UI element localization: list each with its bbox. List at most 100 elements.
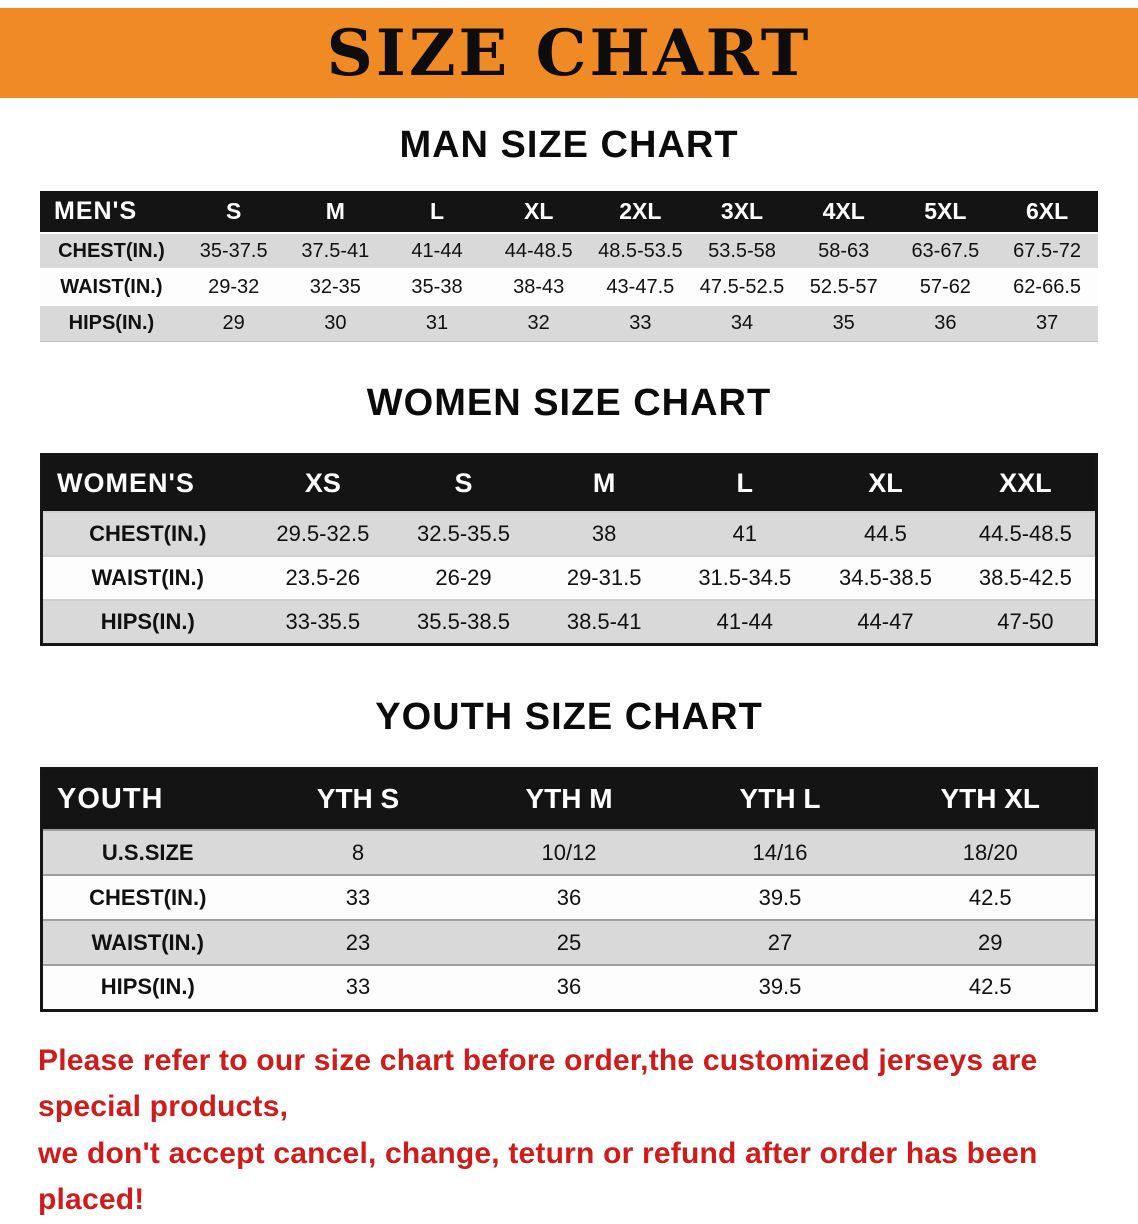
footer-note: Please refer to our size chart before or… [38,1038,1100,1224]
women-size-value: 38 [591,521,617,546]
women-size-value: 41-44 [716,608,773,634]
women-section-title: WOMEN SIZE CHART [366,381,772,424]
men-size-value: 62-66.5 [1013,275,1082,298]
men-size-value: 32 [527,311,550,334]
youth-row-label: WAIST(IN.) [91,929,204,955]
youth-size-value: 29 [978,929,1003,955]
women-size-value: 47-50 [997,608,1054,634]
men-size-value: 58-63 [818,239,870,262]
men-column-header: 4XL [792,191,895,233]
women-size-section: WOMEN SIZE CHART WOMEN'S XS S M L XL XXL CHEST(… [0,382,1138,646]
youth-column-header: YTH XL [885,768,1097,830]
women-size-value: 26-29 [435,565,492,590]
women-row-label: HIPS(IN.) [100,608,195,634]
women-size-value: 33-35.5 [285,608,361,634]
youth-column-header: YTH M [463,768,675,830]
youth-row-label: CHEST(IN.) [89,884,207,910]
men-size-value: 35-37.5 [199,239,268,262]
women-row-label: CHEST(IN.) [89,521,207,546]
women-column-header: M [533,454,675,512]
men-table-row: WAIST(IN.) 29-32 32-35 35-38 38-43 43-47.5 47.… [40,269,1098,305]
men-size-value: 29-32 [208,275,260,298]
women-size-value: 44-47 [857,608,914,634]
women-column-header: L [674,454,816,512]
youth-size-value: 33 [345,974,371,1000]
women-table-row: WAIST(IN.) 23.5-26 26-29 29-31.5 31.5-34.5 34… [41,556,1097,600]
men-column-header: 3XL [691,191,793,233]
men-size-value: 63-67.5 [911,239,980,262]
youth-size-value: 36 [556,884,582,910]
men-size-value: 29 [222,311,245,334]
men-size-value: 33 [629,311,652,334]
men-column-header: XL [487,191,590,233]
men-size-value: 35-38 [411,275,463,298]
youth-size-value: 42.5 [968,884,1012,910]
men-size-value: 48.5-53.5 [598,239,683,262]
women-size-value: 23.5-26 [285,565,361,590]
men-column-header: 2XL [589,191,692,233]
youth-column-header: YTH S [252,768,464,830]
men-table-row: HIPS(IN.) 29 30 31 32 33 34 35 36 37 [40,305,1098,341]
men-size-value: 38-43 [513,275,565,298]
youth-table-row: CHEST(IN.) 33 36 39.5 42.5 [41,875,1097,920]
youth-header-row: YOUTH YTH S YTH M YTH L YTH XL [41,768,1097,830]
women-column-header: XL [815,454,956,512]
youth-size-value: 18/20 [962,839,1018,865]
youth-row-label: U.S.SIZE [101,839,194,865]
men-size-table: MEN'S S M L XL 2XL 3XL 4XL 5XL 6XL CHEST(IN.) 35-37… [40,191,1098,342]
men-size-section: MAN SIZE CHART MEN'S S M L XL 2XL 3XL 4XL 5XL 6XL… [0,124,1138,342]
youth-size-value: 39.5 [758,884,802,910]
men-header-row: MEN'S S M L XL 2XL 3XL 4XL 5XL 6XL [40,191,1098,233]
youth-size-value: 23 [345,929,371,955]
women-size-value: 38.5-41 [566,608,642,634]
men-column-header: S [182,191,285,233]
youth-table-row: WAIST(IN.) 23 25 27 29 [41,920,1097,965]
men-size-value: 30 [324,311,347,334]
women-size-value: 34.5-38.5 [838,565,932,590]
men-size-value: 67.5-72 [1013,239,1082,262]
women-size-value: 41 [732,521,758,546]
youth-size-value: 42.5 [968,974,1012,1000]
men-size-value: 52.5-57 [809,275,878,298]
men-size-value: 34 [730,311,754,334]
footer-note-line: we don't accept cancel, change, teturn o… [38,1136,1038,1217]
men-size-value: 41-44 [411,239,463,262]
women-size-value: 32.5-35.5 [417,521,510,546]
women-size-value: 29-31.5 [566,565,642,590]
men-table-row: CHEST(IN.) 35-37.5 37.5-41 41-44 44-48.5 48.5… [40,233,1098,269]
men-size-value: 47.5-52.5 [699,275,785,298]
men-size-value: 37.5-41 [301,239,370,262]
women-size-value: 29.5-32.5 [276,521,370,546]
youth-table-row: U.S.SIZE 8 10/12 14/16 18/20 [41,830,1097,875]
women-column-header: XS [252,454,394,512]
youth-column-header: YTH L [674,768,886,830]
men-column-header: L [386,191,488,233]
women-table-row: CHEST(IN.) 29.5-32.5 32.5-35.5 38 41 44.5 44.5… [41,512,1097,556]
youth-row-label: HIPS(IN.) [100,974,195,1000]
men-row-label: HIPS(IN.) [68,311,155,334]
women-size-value: 38.5-42.5 [978,565,1072,590]
youth-size-value: 36 [556,974,582,1000]
men-size-value: 57-62 [919,275,971,298]
women-corner-label: WOMEN'S [41,454,253,512]
men-row-label: WAIST(IN.) [60,275,163,298]
women-size-value: 44.5-48.5 [978,521,1072,546]
youth-size-value: 25 [556,929,582,955]
banner: SIZE CHART [0,8,1138,98]
youth-corner-label: YOUTH [41,768,253,830]
youth-size-table: YOUTH YTH S YTH M YTH L YTH XL U.S.SIZE 8 10/12… [40,766,1098,1012]
men-size-value: 44-48.5 [504,239,573,262]
youth-size-value: 39.5 [758,974,802,1000]
men-column-header: 6XL [996,191,1098,233]
youth-size-value: 27 [767,929,793,955]
women-size-value: 35.5-38.5 [417,608,510,634]
women-row-label: WAIST(IN.) [91,565,204,590]
women-column-header: XXL [955,454,1097,512]
men-size-value: 43-47.5 [606,275,675,298]
footer-note-line: Please refer to our size chart before or… [38,1043,1038,1124]
youth-section-title: YOUTH SIZE CHART [375,695,763,738]
men-size-value: 37 [1035,311,1059,334]
women-size-value: 44.5 [864,521,907,546]
men-column-header: M [284,191,387,233]
youth-table-row: HIPS(IN.) 33 36 39.5 42.5 [41,965,1097,1010]
